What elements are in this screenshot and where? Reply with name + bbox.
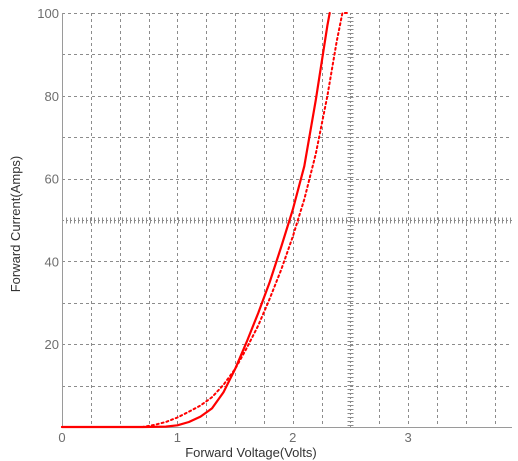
grid [62, 13, 512, 428]
y-tick-label: 60 [45, 172, 59, 187]
series-line-dotted [61, 12, 350, 428]
series-line-solid [60, 11, 331, 429]
x-tick-label: 3 [405, 430, 412, 445]
y-tick-label: 100 [37, 6, 59, 21]
y-tick-label: 40 [45, 254, 59, 269]
x-tick-label: 0 [58, 430, 65, 445]
y-tick-label: 20 [45, 337, 59, 352]
x-tick-label: 2 [289, 430, 296, 445]
x-axis-label: Forward Voltage(Volts) [185, 445, 317, 460]
y-tick-label: 80 [45, 89, 59, 104]
y-axis-label: Forward Current(Amps) [8, 156, 23, 293]
tick-labels: 0 1 2 3 20 40 60 80 100 [37, 6, 411, 445]
series-lines [60, 11, 350, 429]
x-tick-label: 1 [174, 430, 181, 445]
